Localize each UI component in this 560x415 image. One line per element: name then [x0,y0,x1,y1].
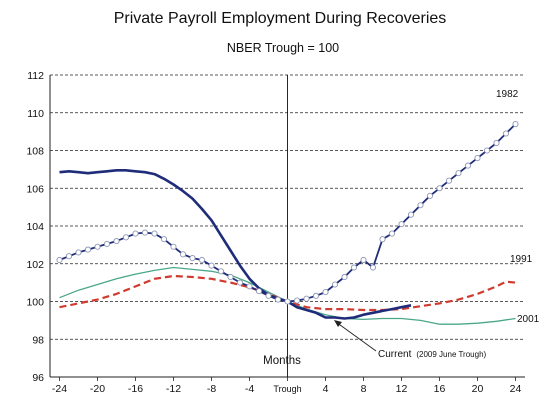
x-tick-labels: -24 -20 -16 -12 -8 -4 Trough 4 8 12 16 20 24 [52,383,522,395]
series-point-1982 [483,147,491,154]
label-current-detail: (2009 June Trough) [416,350,486,359]
x-tick-label: -8 [207,383,216,395]
series-point-1982 [303,295,310,302]
chart-title: Private Payroll Employment During Recove… [114,10,447,27]
series-layer [56,121,519,325]
y-tick-label: 110 [27,108,44,120]
series-point-1982 [122,234,130,241]
series-point-1982 [398,221,405,228]
series-point-1982 [502,130,510,137]
current-arrow-head [334,320,342,327]
y-tick-label: 100 [26,297,44,309]
x-tick-label: -12 [166,383,181,395]
x-tick-label: 24 [510,383,522,395]
series-point-1982 [341,273,348,281]
series-point-1982 [56,256,63,264]
y-tick-label: 96 [32,372,44,384]
x-tick-label: 16 [434,383,446,395]
series-point-1982 [246,283,253,290]
series-point-1982 [265,292,272,299]
series-point-1982 [84,246,92,253]
axes [49,75,525,381]
series-point-1982 [113,238,120,245]
series-point-1982 [360,256,367,264]
series-point-1982 [445,177,453,184]
label-current-main: Current [378,349,412,360]
series-point-1982 [331,281,339,288]
series-point-1982 [151,230,158,237]
x-tick-label: 8 [361,383,367,395]
series-point-1982 [436,185,443,192]
series-point-1982 [293,297,301,304]
chart-subtitle: NBER Trough = 100 [227,41,339,55]
series-point-1982 [417,202,424,209]
x-tick-label: -24 [52,383,67,395]
current-annotation-arrow [335,321,377,352]
series-line-current [59,169,412,320]
label-1982: 1982 [496,89,519,100]
x-tick-label: 12 [396,383,408,395]
x-tick-label: 4 [323,383,329,395]
series-point-1982 [474,154,481,162]
series-point-1982 [255,288,263,295]
x-tick-label: 20 [472,383,484,395]
x-tick-label: -20 [90,383,105,395]
x-axis-label: Months [263,355,301,367]
y-tick-label: 104 [26,221,44,233]
series-point-1982 [170,243,177,250]
series-point-1982 [103,240,111,247]
series-point-1982 [407,211,415,218]
series-point-1982 [455,170,462,177]
series-point-1982 [160,236,168,243]
y-tick-label: 112 [27,70,44,82]
series-point-1982 [464,162,472,169]
series-point-1982 [198,256,206,264]
series-point-1982 [274,296,282,303]
series-point-1982 [217,268,225,275]
series-point-1982 [208,262,215,269]
series-point-1982 [227,273,234,281]
series-point-1982 [284,298,291,305]
series-point-1982 [369,264,377,271]
series-point-1982 [75,249,82,256]
series-point-1982 [426,192,434,199]
y-tick-labels: 96 98 100 102 104 106 108 110 112 [26,70,44,384]
series-point-1982 [65,253,73,260]
series-point-1982 [379,236,386,243]
series-point-1982 [312,292,320,299]
x-tick-label: -16 [128,383,143,395]
series-point-1982 [512,121,519,128]
x-tick-label: Trough [273,384,301,394]
series-point-1982 [94,243,101,250]
series-point-1982 [132,230,139,237]
series-point-1982 [322,289,329,296]
series-line-1991 [59,274,516,312]
series-point-1982 [388,230,396,237]
label-2001: 2001 [517,314,540,325]
label-current: Current (2009 June Trough) [378,349,487,360]
y-tick-label: 108 [26,146,44,158]
x-tick-label: -4 [245,383,254,395]
series-point-1982 [236,279,244,286]
series-point-1982 [493,139,500,146]
series-point-1982 [141,229,149,236]
series-point-1982 [350,264,358,271]
y-tick-label: 106 [26,183,44,195]
y-tick-label: 98 [32,334,44,346]
y-tick-label: 102 [26,259,44,271]
series-point-1982 [179,251,187,258]
label-1991: 1991 [510,254,533,265]
series-point-1982 [189,255,196,262]
